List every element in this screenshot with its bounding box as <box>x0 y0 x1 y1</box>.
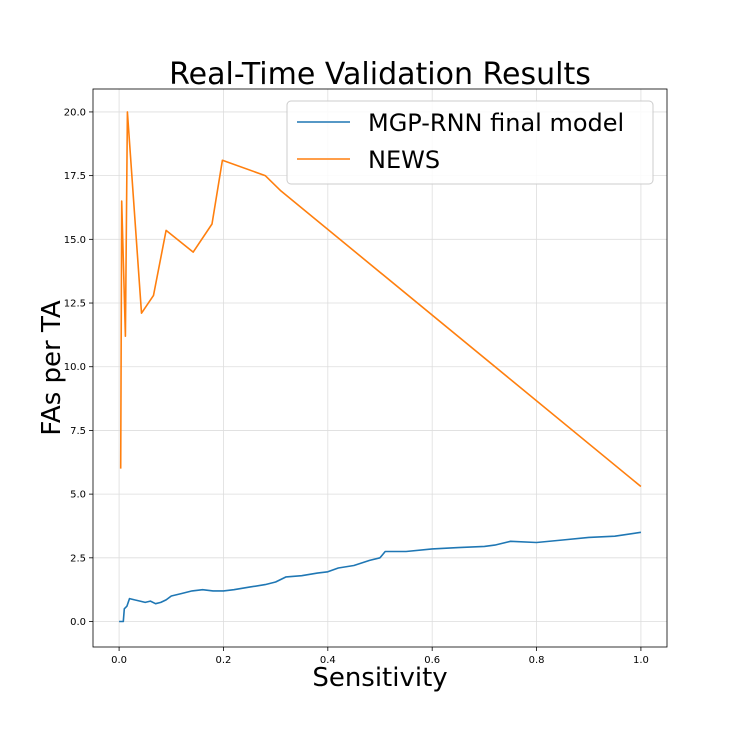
plot-series <box>119 111 642 623</box>
legend: MGP-RNN final model NEWS <box>286 100 654 185</box>
series-line-news <box>119 111 642 488</box>
y-tick-label: 12.5 <box>64 299 86 310</box>
y-tick-label: 17.5 <box>64 171 86 182</box>
legend-box <box>286 100 654 185</box>
x-tick-label: 0.2 <box>216 655 232 666</box>
series-line-mgp-rnn-final-model <box>119 531 642 623</box>
y-tick-label: 20.0 <box>64 107 86 118</box>
x-tick-label: 0.6 <box>424 655 440 666</box>
y-tick-label: 7.5 <box>70 426 86 437</box>
y-tick-label: 15.0 <box>64 235 86 246</box>
x-tick-label: 0.4 <box>320 655 336 666</box>
plot-frame <box>92 88 668 648</box>
x-tick-label: 1.0 <box>633 655 649 666</box>
chart-title: Real-Time Validation Results <box>169 57 591 92</box>
x-axis-label: Sensitivity <box>312 663 447 693</box>
y-axis-label: FAs per TA <box>37 300 67 435</box>
axis-ticks: 0.0 0.2 0.4 0.6 0.8 1.0 0.0 2.5 5.0 7.5 10.0 12.5 15… <box>64 107 649 666</box>
x-tick-label: 0.0 <box>111 655 127 666</box>
legend-label-news: NEWS <box>368 146 440 174</box>
legend-label-mgp-rnn: MGP-RNN final model <box>368 109 624 137</box>
y-tick-label: 5.0 <box>70 490 86 501</box>
x-tick-label: 0.8 <box>529 655 545 666</box>
y-tick-label: 0.0 <box>70 617 86 628</box>
y-tick-label: 10.0 <box>64 362 86 373</box>
y-tick-label: 2.5 <box>70 553 86 564</box>
